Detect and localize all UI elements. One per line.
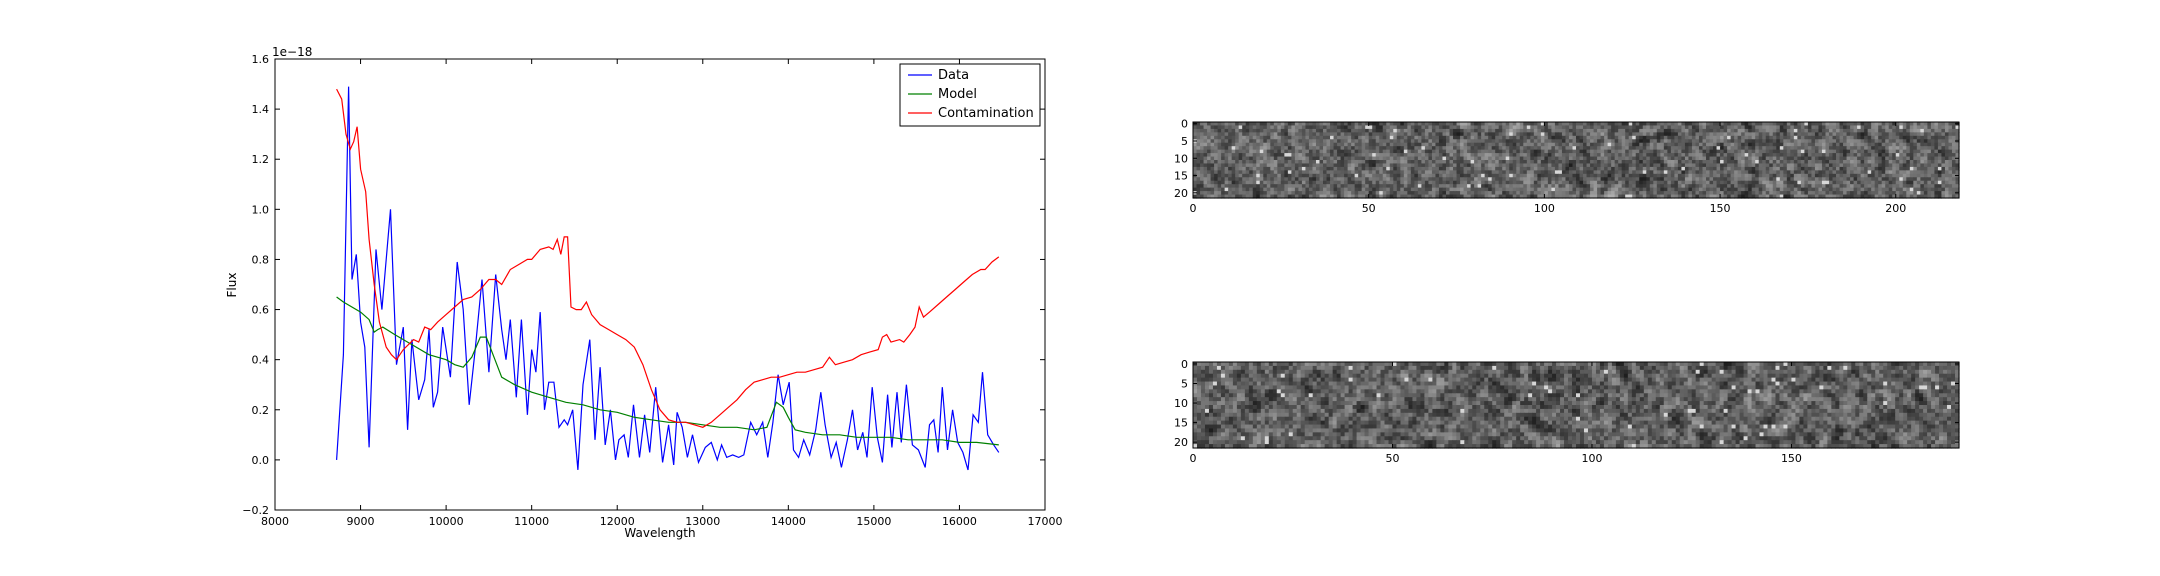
image-x-tick-label: 0: [1190, 452, 1197, 465]
bottom-2d-spectrum-image: 0 50 100 150 0 5 10 15 20: [1174, 358, 1960, 465]
top-image-frame: [1192, 121, 1960, 199]
y-tick-label: 1.6: [252, 53, 270, 66]
series-line-model: [336, 296, 999, 446]
legend-label-model: Model: [938, 87, 977, 102]
y-tick-label: 0.8: [252, 253, 270, 266]
spectrum-ticks-group: 8000 9000 10000 11000 12000 13000 14000 15000 16…: [242, 53, 1062, 528]
x-tick-label: 14000: [771, 515, 806, 528]
image-y-tick-label: 15: [1174, 170, 1188, 183]
spectrum-chart: 8000 9000 10000 11000 12000 13000 14000 15000 16…: [225, 45, 1063, 540]
image-x-tick-label: 200: [1885, 202, 1906, 215]
top-2d-spectrum-image: 0 50 100 150 200 0 5 10 15 20: [1174, 118, 1960, 215]
spectrum-y-axis-label: Flux: [225, 273, 239, 298]
image-y-tick-label: 0: [1181, 358, 1188, 371]
spectrum-x-axis-label: Wavelength: [624, 526, 695, 540]
x-tick-label: 8000: [261, 515, 289, 528]
image-y-tick-label: 10: [1174, 152, 1188, 165]
y-tick-label: −0.2: [242, 504, 269, 517]
y-tick-label: 0.4: [252, 354, 270, 367]
top-image-ticks: 0 50 100 150 200 0 5 10 15 20: [1174, 118, 1959, 215]
bottom-image-frame: [1192, 361, 1960, 449]
image-x-tick-label: 150: [1710, 202, 1731, 215]
image-x-tick-label: 150: [1781, 452, 1802, 465]
image-x-tick-label: 50: [1385, 452, 1399, 465]
series-line-data: [336, 86, 1000, 471]
series-line-contamination: [336, 88, 1000, 428]
image-y-tick-label: 20: [1174, 436, 1188, 449]
spectrum-offset-label: 1e−18: [272, 45, 312, 59]
spectrum-series-group: [336, 86, 1000, 471]
image-x-tick-label: 100: [1534, 202, 1555, 215]
x-tick-label: 17000: [1028, 515, 1063, 528]
legend-label-contamination: Contamination: [938, 106, 1034, 121]
bottom-image-pixels: [1193, 362, 1960, 449]
image-y-tick-label: 5: [1181, 135, 1188, 148]
x-tick-label: 16000: [942, 515, 977, 528]
x-tick-label: 10000: [429, 515, 464, 528]
legend-label-data: Data: [938, 68, 969, 83]
image-x-tick-label: 0: [1190, 202, 1197, 215]
top-image-pixels: [1193, 122, 1960, 199]
image-y-tick-label: 15: [1174, 417, 1188, 430]
y-tick-label: 1.0: [252, 203, 270, 216]
image-y-tick-label: 20: [1174, 187, 1188, 200]
y-tick-label: 0.6: [252, 304, 270, 317]
y-tick-label: 1.2: [252, 153, 270, 166]
legend-box: [899, 63, 1041, 127]
x-tick-label: 12000: [600, 515, 635, 528]
x-tick-label: 9000: [347, 515, 375, 528]
image-x-tick-label: 100: [1581, 452, 1602, 465]
y-tick-label: 1.4: [252, 103, 270, 116]
image-x-tick-label: 50: [1362, 202, 1376, 215]
image-y-tick-label: 0: [1181, 118, 1188, 131]
x-tick-label: 15000: [856, 515, 891, 528]
y-tick-label: 0.0: [252, 454, 270, 467]
spectrum-legend: Data Model Contamination: [899, 63, 1041, 127]
spectrum-plot-frame: [274, 58, 1046, 511]
x-tick-label: 11000: [514, 515, 549, 528]
image-y-tick-label: 10: [1174, 397, 1188, 410]
bottom-image-ticks: 0 50 100 150 0 5 10 15 20: [1174, 358, 1959, 465]
y-tick-label: 0.2: [252, 404, 270, 417]
image-y-tick-label: 5: [1181, 378, 1188, 391]
x-tick-label: 13000: [685, 515, 720, 528]
